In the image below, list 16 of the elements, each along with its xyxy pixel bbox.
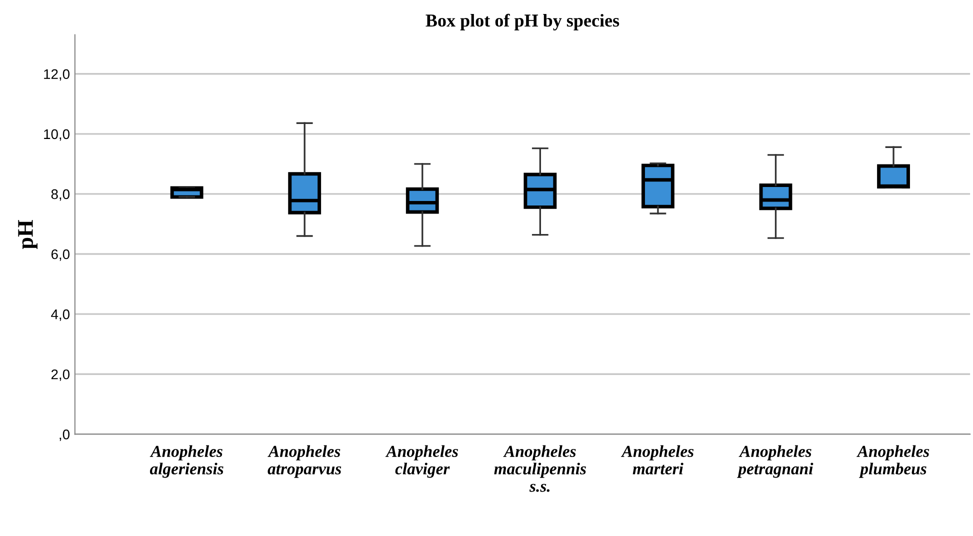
- y-tick-label: 2,0: [51, 369, 70, 381]
- x-tick-label: Anopheles marteri: [620, 445, 694, 474]
- y-tick-label: 6,0: [51, 249, 70, 261]
- x-tick-label: Anopheles algeriensis: [150, 445, 224, 478]
- x-tick-label: Anopheles plumbeus: [856, 445, 930, 478]
- x-tick-label: Anopheles maculipennis s.s.: [494, 445, 586, 492]
- y-tick-label: 4,0: [51, 309, 70, 321]
- y-axis-title: pH: [18, 220, 38, 250]
- y-tick-label: ,0: [60, 429, 70, 441]
- chart-title: Box plot of pH by species: [426, 14, 620, 30]
- y-tick-label: 8,0: [51, 189, 70, 201]
- x-tick-label: Anopheles atroparvus: [268, 445, 342, 478]
- y-tick-label: 12,0: [44, 69, 70, 81]
- y-tick-label: 10,0: [44, 129, 70, 141]
- x-tick-label: Anopheles petragnani: [737, 445, 814, 478]
- x-tick-label: Anopheles claviger: [385, 445, 458, 478]
